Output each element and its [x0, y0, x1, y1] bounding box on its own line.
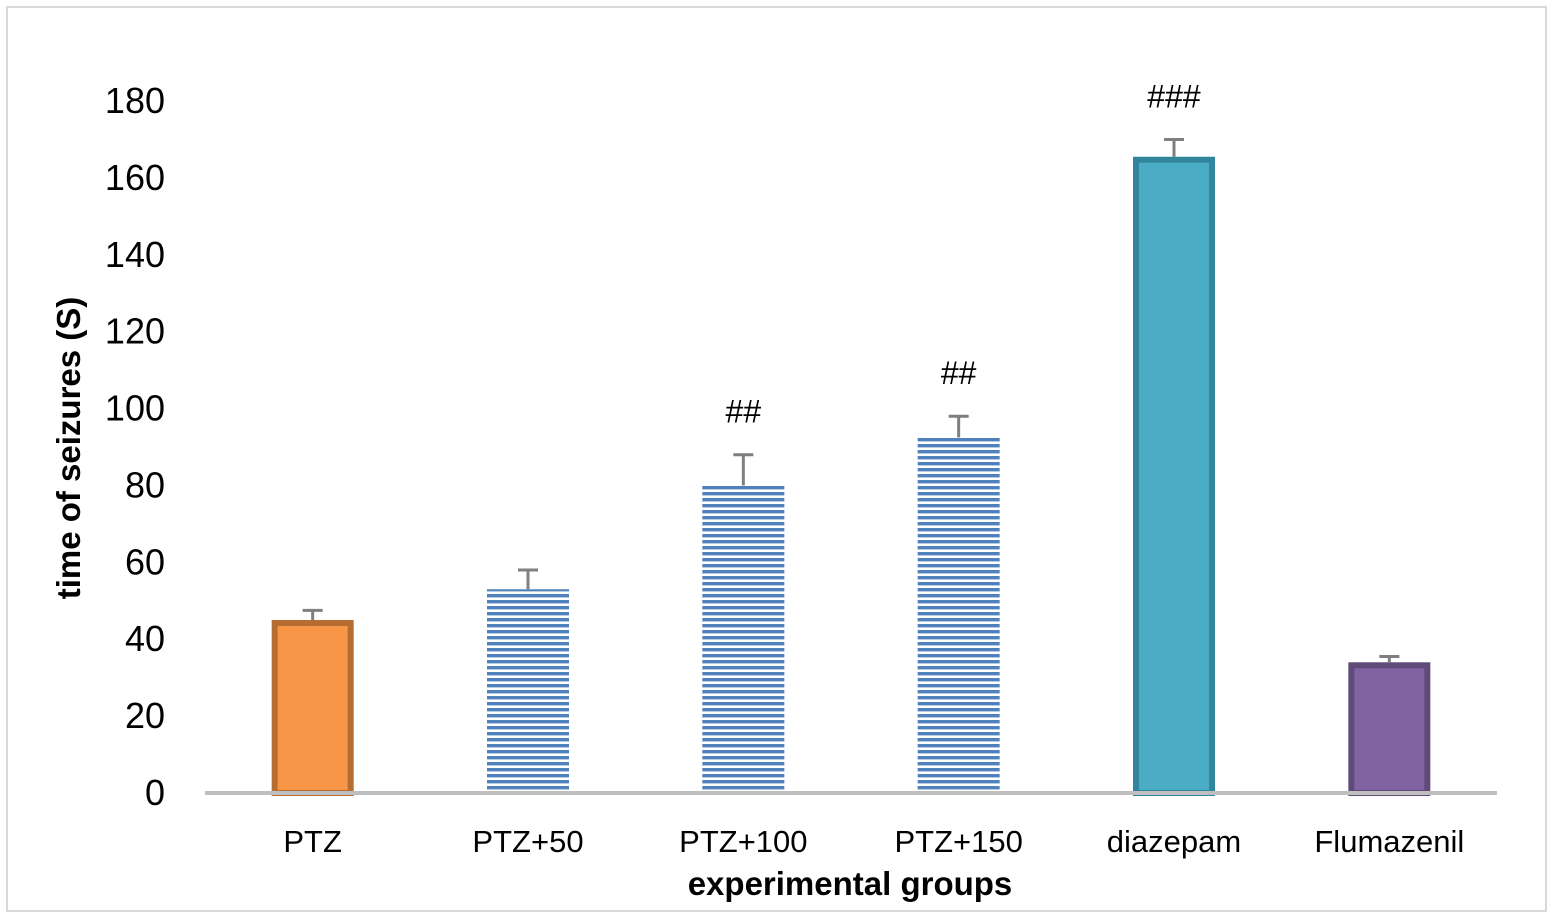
bar-diazepam [1133, 156, 1215, 796]
y-tick-label: 140 [105, 234, 165, 275]
y-tick-label: 40 [125, 618, 165, 659]
bar-flumazenil [1348, 662, 1431, 796]
bar-ptz [271, 620, 354, 796]
y-axis-ticks: 0 20 40 60 80 100 120 140 160 180 [105, 80, 165, 813]
y-tick-label: 100 [105, 388, 165, 429]
bars [271, 156, 1431, 796]
y-tick-label: 20 [125, 695, 165, 736]
x-tick-label: PTZ+50 [472, 824, 583, 859]
x-tick-label: PTZ [283, 824, 342, 859]
y-tick-label: 80 [125, 464, 165, 505]
x-tick-label: diazepam [1107, 824, 1241, 859]
significance-label: ### [1147, 78, 1201, 114]
y-tick-label: 0 [145, 772, 165, 813]
y-tick-label: 160 [105, 157, 165, 198]
bar-ptz-50 [487, 589, 569, 793]
significance-label: ## [941, 355, 977, 391]
x-axis-category-labels: PTZ PTZ+50 PTZ+100 PTZ+150 diazepam Flumazeni… [283, 824, 1464, 859]
y-tick-label: 60 [125, 541, 165, 582]
significance-label: ## [726, 394, 762, 430]
x-tick-label: Flumazenil [1314, 824, 1464, 859]
x-tick-label: PTZ+100 [679, 824, 807, 859]
bar-ptz-100 [702, 485, 785, 793]
bar-ptz-150 [917, 437, 1000, 793]
y-axis-title: time of seizures (S) [50, 297, 87, 600]
error-bars [302, 137, 1400, 663]
x-tick-label: PTZ+150 [894, 824, 1022, 859]
y-tick-label: 120 [105, 311, 165, 352]
significance-annotations: ####### [726, 78, 1201, 429]
x-axis-title: experimental groups [688, 865, 1013, 902]
y-tick-label: 180 [105, 80, 165, 121]
